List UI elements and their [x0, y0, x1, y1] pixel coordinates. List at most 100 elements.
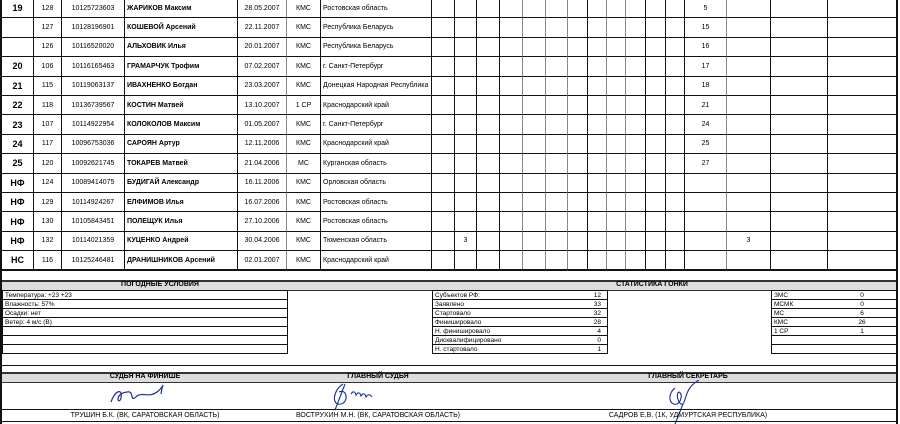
cell-lap-15 [828, 231, 897, 252]
ranks-row: МС 6 [772, 309, 897, 318]
cell-lap-12 [685, 212, 727, 232]
cell-lap-4 [523, 231, 546, 252]
stat-label: Н. стартовало [435, 346, 478, 353]
cell-dob: 21.04.2006 [238, 154, 287, 174]
cell-lap-2 [477, 134, 500, 155]
cell-uci: 10092621745 [62, 154, 125, 174]
cell-lap-10 [646, 134, 666, 155]
cell-lap-6 [568, 134, 588, 155]
cell-lap-0 [432, 37, 455, 58]
cell-lap-7 [588, 76, 607, 96]
cell-lap-13 [727, 173, 771, 193]
cell-lap-6 [568, 37, 588, 58]
ranks-row [772, 336, 897, 345]
cell-lap-12: 25 [685, 134, 727, 155]
cell-lap-8 [607, 193, 626, 213]
cell-dob: 16.07.2006 [238, 193, 287, 213]
cell-lap-1 [455, 96, 477, 116]
cell-lap-4 [523, 173, 546, 193]
cell-lap-5 [546, 251, 568, 271]
cell-lap-5 [546, 154, 568, 174]
cell-bib: 118 [34, 96, 62, 116]
cell-lap-13 [727, 251, 771, 271]
stat-label: КМС [774, 319, 788, 326]
cell-lap-5 [546, 115, 568, 135]
cell-lap-8 [607, 115, 626, 135]
stat-value: 1 [597, 346, 601, 353]
cell-lap-1 [455, 76, 477, 96]
stats-row: Субъектов РФ: 12 [433, 291, 607, 300]
cell-lap-7 [588, 57, 607, 77]
signature-finish-judge [110, 384, 164, 403]
weather-row: Температура: +23 +23 [3, 291, 287, 300]
signature-chief-judge [333, 383, 373, 411]
cell-uci: 10125723603 [62, 0, 125, 19]
cell-bib: 120 [34, 154, 62, 174]
cell-name: ГРАМАРЧУК Трофим [125, 57, 238, 77]
cell-lap-10 [646, 96, 666, 116]
stat-label: Дисквалифицировано [435, 337, 502, 344]
cell-lap-9 [626, 96, 646, 116]
ranks-row: МСМК 0 [772, 300, 897, 309]
cell-lap-3 [500, 173, 523, 193]
cell-region: Республика Беларусь [321, 37, 432, 58]
stat-label: МСМК [774, 301, 794, 308]
cell-lap-13 [727, 154, 771, 174]
cell-lap-8 [607, 212, 626, 232]
cell-lap-12 [685, 193, 727, 213]
cell-bib: 116 [34, 251, 62, 271]
cell-rank: КМС [287, 173, 321, 193]
cell-rank: КМС [287, 212, 321, 232]
cell-lap-6 [568, 0, 588, 19]
cell-dob: 20.01.2007 [238, 37, 287, 58]
cell-lap-9 [626, 115, 646, 135]
cell-place: НФ [2, 193, 34, 213]
cell-lap-5 [546, 18, 568, 38]
cell-place: 25 [2, 154, 34, 174]
cell-lap-3 [500, 18, 523, 38]
cell-lap-13 [727, 0, 771, 19]
cell-lap-12: 15 [685, 18, 727, 38]
cell-lap-8 [607, 57, 626, 77]
cell-lap-8 [607, 76, 626, 96]
cell-rank: КМС [287, 231, 321, 252]
cell-place: 22 [2, 96, 34, 116]
cell-lap-2 [477, 96, 500, 116]
cell-lap-4 [523, 251, 546, 271]
cell-region: Краснодарский край [321, 134, 432, 155]
cell-dob: 16.11.2006 [238, 173, 287, 193]
cell-region: Краснодарский край [321, 251, 432, 271]
cell-lap-14 [771, 154, 828, 174]
cell-lap-11 [666, 193, 685, 213]
cell-lap-1 [455, 134, 477, 155]
cell-lap-5 [546, 134, 568, 155]
cell-rank: КМС [287, 193, 321, 213]
stats-row: Финишировало 28 [433, 318, 607, 327]
cell-lap-11 [666, 173, 685, 193]
stat-value: 0 [597, 337, 601, 344]
stat-value: 1 [860, 328, 864, 335]
cell-lap-2 [477, 37, 500, 58]
cell-lap-5 [546, 0, 568, 19]
cell-lap-5 [546, 212, 568, 232]
cell-lap-11 [666, 18, 685, 38]
cell-lap-4 [523, 18, 546, 38]
cell-lap-8 [607, 251, 626, 271]
divider [2, 409, 898, 410]
cell-region: Тюменская область [321, 231, 432, 252]
cell-lap-1 [455, 173, 477, 193]
cell-dob: 13.10.2007 [238, 96, 287, 116]
cell-lap-10 [646, 18, 666, 38]
cell-dob: 30.04.2006 [238, 231, 287, 252]
cell-lap-9 [626, 231, 646, 252]
official-name-finish: ТРУШИН Б.К. (ВК, САРАТОВСКАЯ ОБЛАСТЬ) [70, 412, 220, 419]
cell-lap-5 [546, 57, 568, 77]
stat-value: 33 [593, 301, 601, 308]
cell-lap-9 [626, 173, 646, 193]
cell-name: ДРАНИШНИКОВ Арсений [125, 251, 238, 271]
cell-lap-12 [685, 173, 727, 193]
cell-lap-0 [432, 0, 455, 19]
cell-lap-14 [771, 76, 828, 96]
cell-lap-0 [432, 231, 455, 252]
